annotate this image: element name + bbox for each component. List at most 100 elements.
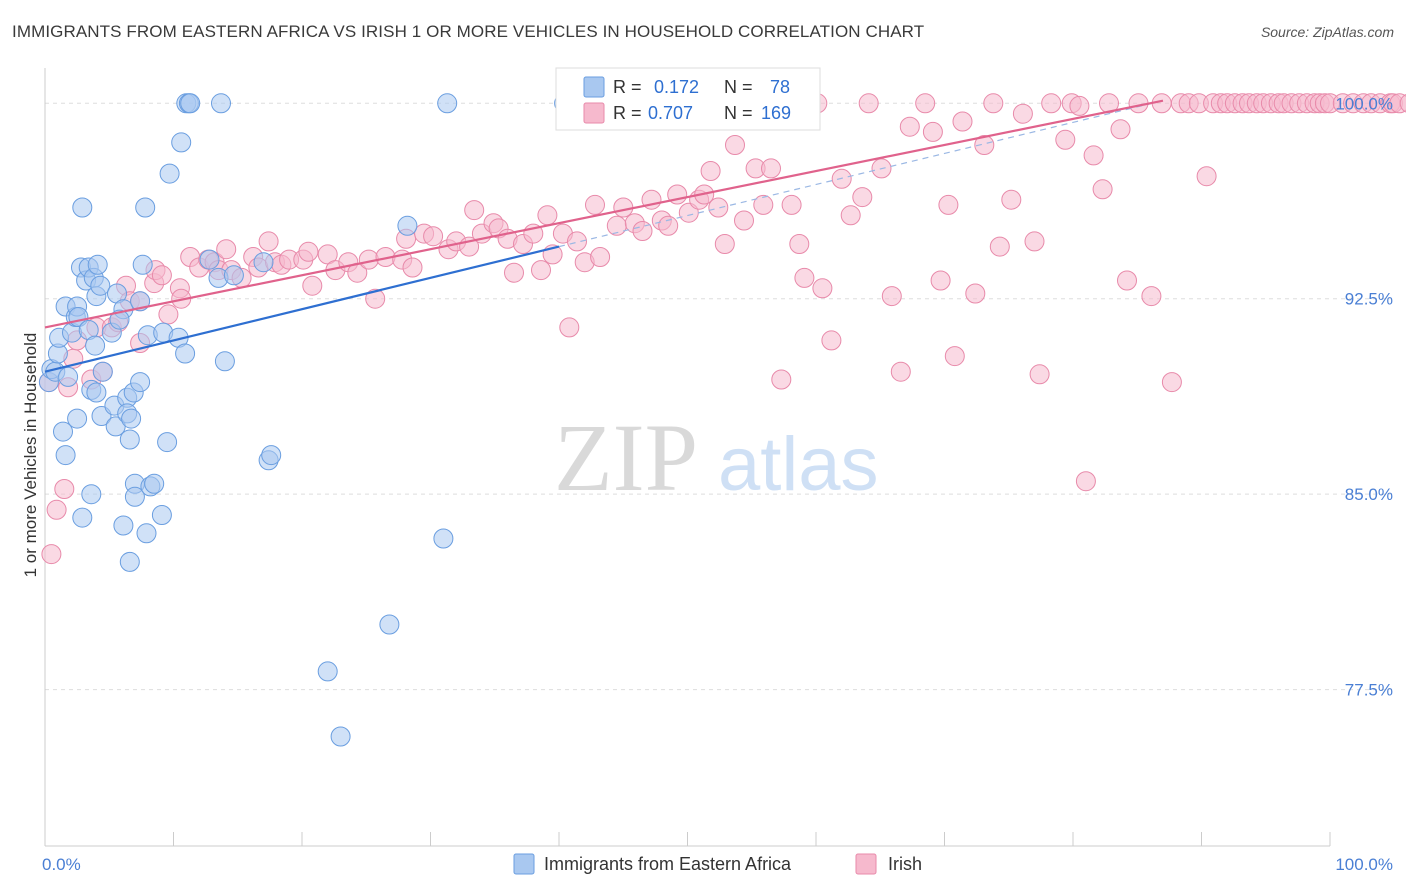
- irish-point-127: [1110, 119, 1131, 140]
- y-tick-label-0: 100.0%: [1335, 94, 1393, 113]
- legend: R = 0.172 N = 78 R = 0.707 N = 169: [555, 67, 821, 131]
- eastern-africa-point-25: [86, 382, 107, 403]
- eastern-africa-point-8: [58, 366, 79, 387]
- eastern-africa-point-49: [136, 523, 157, 544]
- irish-point-27: [216, 239, 237, 260]
- eastern-africa-point-59: [175, 343, 196, 364]
- irish-point-63: [537, 205, 558, 226]
- eastern-africa-point-68: [253, 252, 274, 273]
- irish-point-109: [944, 346, 965, 367]
- eastern-africa-point-65: [211, 93, 231, 114]
- chart-source: Source: ZipAtlas.com: [1260, 24, 1394, 40]
- irish-point-32: [258, 231, 279, 252]
- irish-point-107: [930, 270, 951, 291]
- irish-point-62: [531, 260, 551, 281]
- eastern-africa-point-16: [72, 507, 93, 528]
- x-tick-label-0: 0.0%: [42, 855, 81, 874]
- irish-point-86: [734, 210, 754, 231]
- irish-point-163: [1399, 94, 1406, 113]
- eastern-africa-point-44: [124, 486, 145, 507]
- irish-points: [38, 93, 1406, 565]
- legend-n-label-blue: N =: [724, 77, 753, 97]
- eastern-africa-point-62: [180, 93, 201, 114]
- irish-point-67: [567, 231, 587, 252]
- eastern-africa-point-26: [87, 254, 108, 275]
- eastern-africa-points: [38, 93, 605, 747]
- eastern-africa-point-23: [85, 335, 106, 356]
- eastern-africa-point-15: [72, 197, 93, 218]
- irish-trend-line: [44, 99, 1164, 329]
- eastern-africa-point-53: [151, 505, 172, 525]
- legend-n-value-pink: 169: [761, 103, 791, 123]
- eastern-africa-point-70: [261, 445, 282, 466]
- irish-point-113: [983, 93, 1004, 114]
- eastern-africa-point-52: [144, 473, 165, 494]
- irish-point-122: [1069, 95, 1090, 116]
- watermark: ZIP atlas: [554, 404, 879, 511]
- irish-point-108: [938, 194, 959, 215]
- eastern-africa-point-40: [119, 551, 140, 572]
- axes: [44, 68, 1331, 847]
- bottom-legend-swatch-pink: [855, 853, 877, 875]
- irish-point-106: [922, 121, 943, 142]
- bottom-legend-label-pink: Irish: [888, 854, 922, 874]
- irish-point-85: [725, 135, 745, 155]
- irish-point-95: [812, 278, 833, 299]
- irish-point-1: [41, 544, 62, 565]
- irish-point-38: [302, 275, 323, 296]
- irish-point-115: [1001, 189, 1022, 210]
- irish-point-69: [585, 194, 605, 215]
- legend-r-value-pink: 0.707: [648, 103, 693, 123]
- trend-lines: [44, 99, 1164, 373]
- x-tick-label-1: 100.0%: [1335, 855, 1393, 874]
- watermark-atlas: atlas: [718, 422, 879, 507]
- watermark-zip: ZIP: [554, 404, 698, 511]
- irish-point-70: [590, 247, 611, 267]
- irish-point-130: [1141, 286, 1162, 307]
- eastern-africa-point-36: [113, 515, 134, 536]
- y-tick-label-2: 85.0%: [1345, 485, 1393, 504]
- irish-point-100: [858, 93, 879, 114]
- irish-point-88: [753, 194, 774, 215]
- irish-point-118: [1029, 364, 1050, 385]
- eastern-africa-trend-line: [44, 245, 560, 373]
- irish-point-44: [365, 288, 386, 309]
- irish-point-72: [613, 197, 634, 218]
- irish-point-93: [794, 267, 815, 288]
- irish-point-50: [423, 226, 444, 247]
- legend-r-label-pink: R =: [613, 103, 642, 123]
- irish-point-2: [46, 499, 67, 520]
- eastern-africa-point-74: [397, 215, 418, 236]
- irish-point-126: [1099, 93, 1119, 114]
- irish-point-132: [1161, 372, 1182, 393]
- eastern-africa-point-66: [214, 351, 235, 372]
- eastern-africa-point-71: [317, 661, 338, 682]
- irish-point-128: [1117, 270, 1137, 291]
- eastern-africa-point-39: [119, 429, 140, 450]
- irish-point-19: [158, 304, 179, 325]
- irish-point-111: [965, 283, 986, 304]
- irish-point-123: [1075, 471, 1096, 492]
- eastern-africa-point-58: [171, 132, 192, 153]
- legend-n-label-pink: N =: [724, 103, 753, 123]
- irish-point-66: [559, 317, 580, 338]
- legend-r-label-blue: R =: [613, 77, 642, 97]
- eastern-africa-point-75: [433, 528, 454, 549]
- irish-point-119: [1041, 93, 1062, 114]
- irish-point-74: [632, 221, 653, 241]
- tick-labels: 100.0% 92.5% 85.0% 77.5% 0.0% 100.0%: [42, 94, 1393, 874]
- eastern-africa-point-41: [121, 408, 142, 429]
- irish-point-96: [821, 330, 842, 351]
- legend-swatch-pink: [583, 102, 605, 124]
- irish-point-89: [761, 158, 781, 179]
- eastern-africa-trend-extension: [558, 100, 1164, 248]
- irish-point-83: [708, 197, 729, 218]
- irish-point-59: [504, 262, 524, 283]
- eastern-africa-point-21: [81, 484, 102, 505]
- y-tick-label-1: 92.5%: [1345, 290, 1393, 309]
- irish-point-117: [1024, 231, 1045, 252]
- irish-point-136: [1196, 166, 1217, 187]
- irish-point-99: [852, 187, 873, 208]
- irish-point-102: [881, 286, 902, 307]
